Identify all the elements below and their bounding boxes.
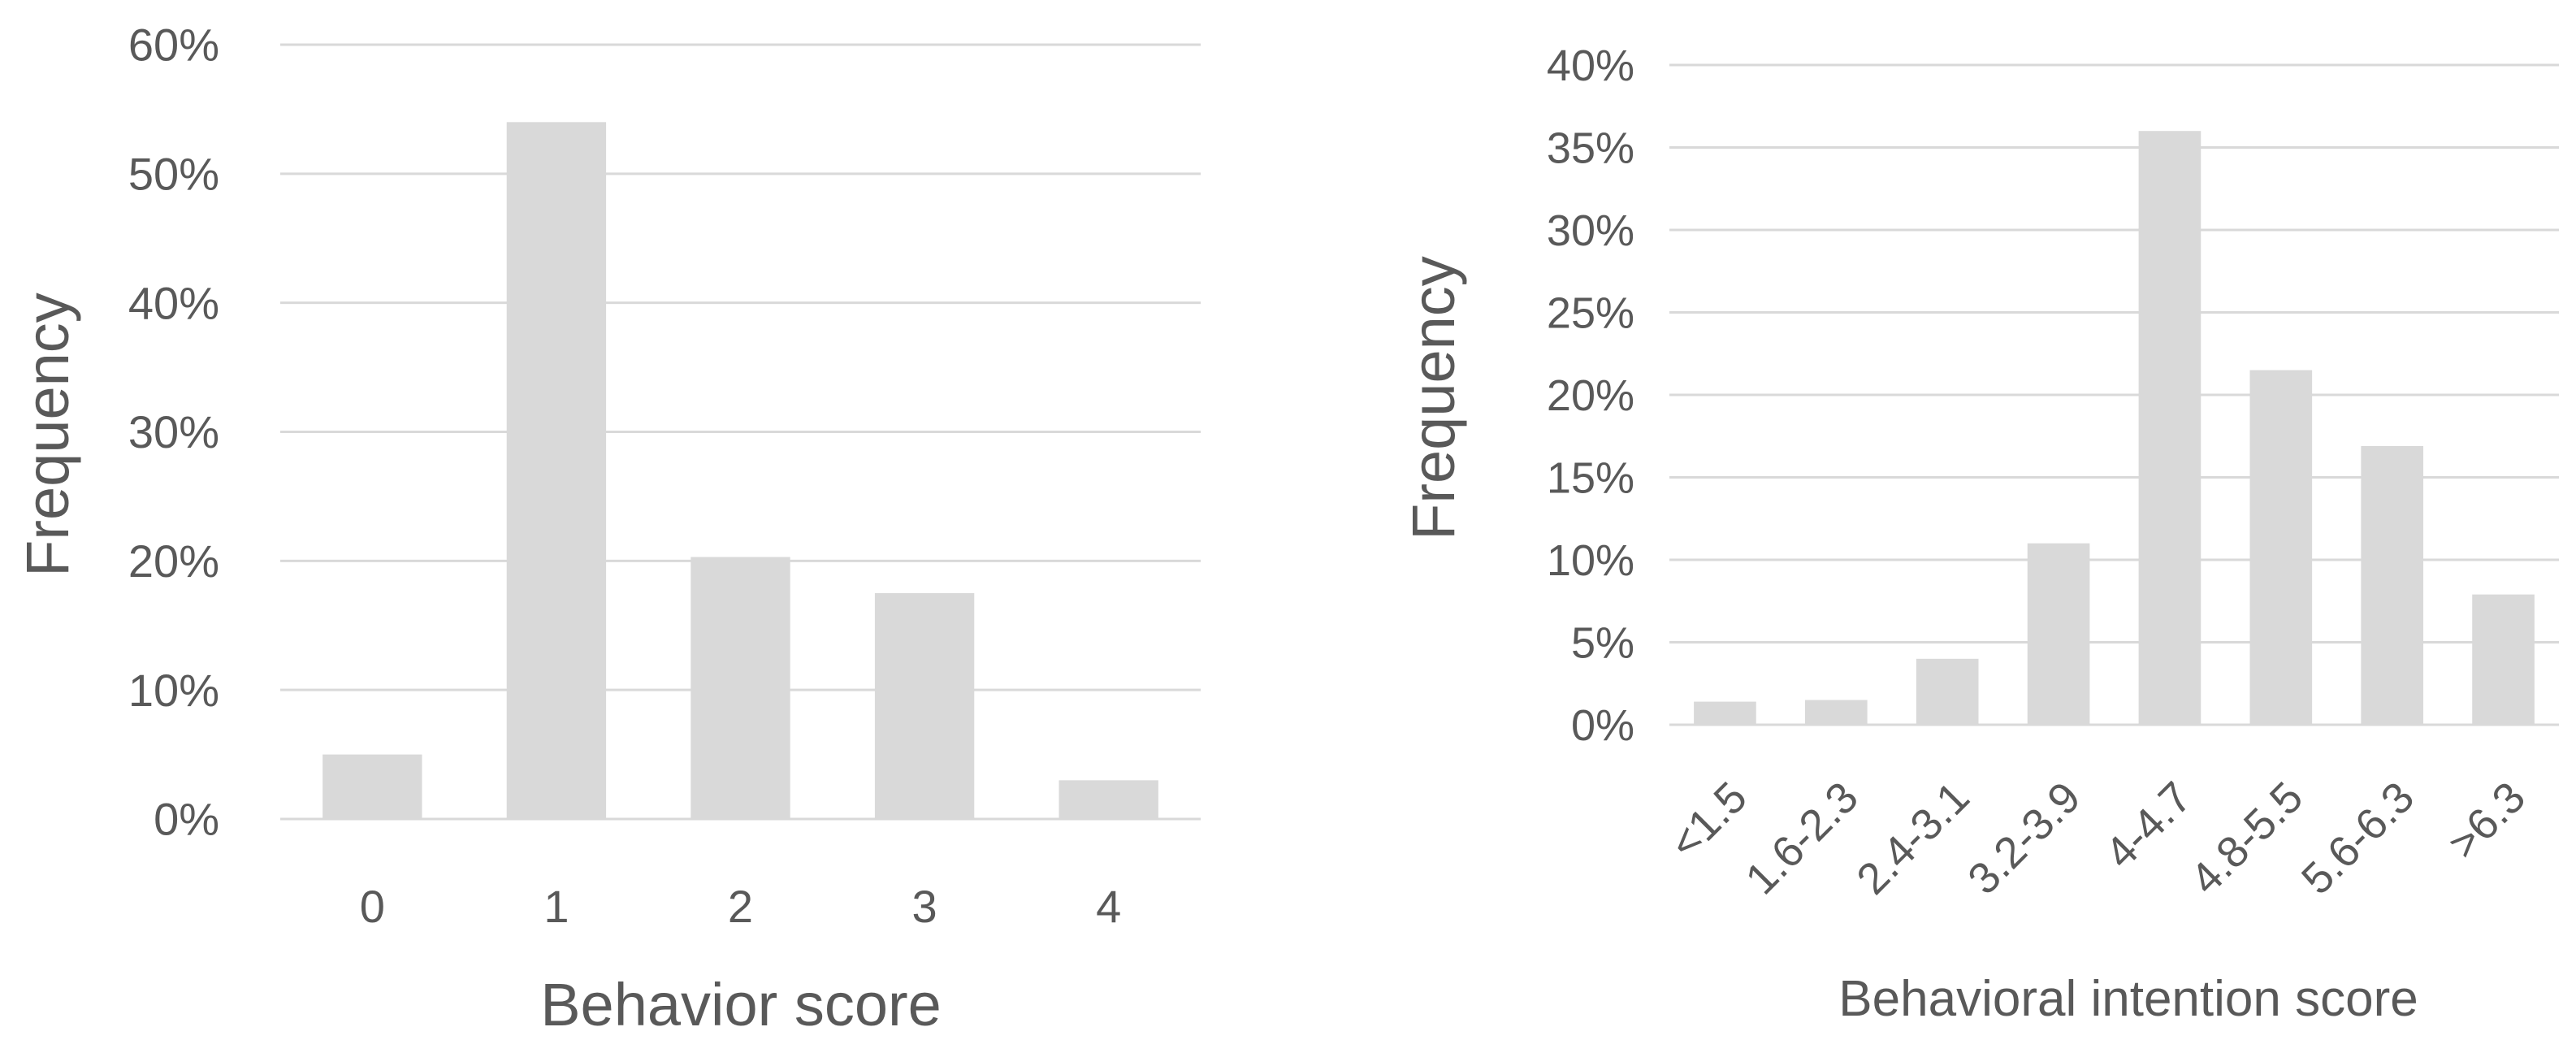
bar xyxy=(1916,658,1979,725)
y-tick-label: 25% xyxy=(1547,288,1634,337)
x-tick-label: >6.3 xyxy=(2439,773,2535,869)
y-tick-label: 60% xyxy=(128,20,219,71)
behavioral-intention-chart: 0% 5% 10% 15% 20% 25% 30% 35% 40% <1.51.6-2.32.4… xyxy=(1400,41,2559,1027)
x-tick-label: 1.6-2.3 xyxy=(1736,773,1867,904)
x-axis-title: Behavior score xyxy=(540,971,942,1038)
x-tick-label: 1 xyxy=(543,881,569,932)
x-tick-label: 0 xyxy=(360,881,385,932)
x-tick-label: 3 xyxy=(912,881,937,932)
y-tick-label: 20% xyxy=(1547,371,1634,420)
x-tick-label: <1.5 xyxy=(1660,773,1756,869)
y-axis-title: Frequency xyxy=(14,292,81,577)
x-tick-label: 5.6-6.3 xyxy=(2292,773,2423,904)
bar xyxy=(2472,594,2535,725)
y-tick-label: 10% xyxy=(128,665,219,716)
behavior-score-chart: 0% 10% 20% 30% 40% 50% 60% 0 1 2 3 4 Behavior scor… xyxy=(14,20,1201,1038)
x-tick-label: 4-4.7 xyxy=(2096,773,2201,878)
x-tick-labels: 0 1 2 3 4 xyxy=(360,881,1122,932)
bar xyxy=(2249,370,2313,725)
x-tick-labels: <1.51.6-2.32.4-3.13.2-3.9 4-4.74.8-5.55.6… xyxy=(1660,773,2535,904)
bar xyxy=(1059,780,1158,819)
y-tick-label: 20% xyxy=(128,535,219,587)
x-tick-label: 2 xyxy=(728,881,753,932)
bar xyxy=(2027,543,2090,725)
y-tick-label: 40% xyxy=(1547,41,1634,90)
x-tick-label: 4.8-5.5 xyxy=(2181,773,2312,904)
x-tick-label: 3.2-3.9 xyxy=(1959,773,2089,904)
y-tick-label: 0% xyxy=(1571,701,1634,750)
bars xyxy=(323,122,1158,820)
y-tick-label: 10% xyxy=(1547,536,1634,585)
gridlines xyxy=(1669,63,2559,726)
y-tick-labels: 0% 10% 20% 30% 40% 50% 60% xyxy=(128,20,219,845)
y-tick-label: 50% xyxy=(128,148,219,199)
y-tick-labels: 0% 5% 10% 15% 20% 25% 30% 35% 40% xyxy=(1547,41,1634,750)
bar xyxy=(874,593,975,819)
bar xyxy=(1804,700,1868,725)
y-tick-label: 35% xyxy=(1547,124,1634,172)
x-tick-label: 4 xyxy=(1096,881,1121,932)
y-tick-label: 40% xyxy=(128,277,219,328)
bar xyxy=(1694,701,1756,725)
y-tick-label: 30% xyxy=(128,406,219,457)
y-axis-title: Frequency xyxy=(1400,256,1467,540)
y-tick-label: 0% xyxy=(154,794,219,845)
x-tick-label: 2.4-3.1 xyxy=(1847,773,1978,904)
bars xyxy=(1694,131,2535,725)
bar xyxy=(323,754,422,819)
y-tick-label: 30% xyxy=(1547,206,1634,255)
y-tick-label: 5% xyxy=(1571,618,1634,667)
bar xyxy=(691,557,790,819)
y-tick-label: 15% xyxy=(1547,453,1634,502)
bar xyxy=(2361,445,2424,725)
x-axis-title: Behavioral intention score xyxy=(1838,971,2418,1027)
bar xyxy=(2138,131,2202,725)
bar xyxy=(506,122,607,820)
